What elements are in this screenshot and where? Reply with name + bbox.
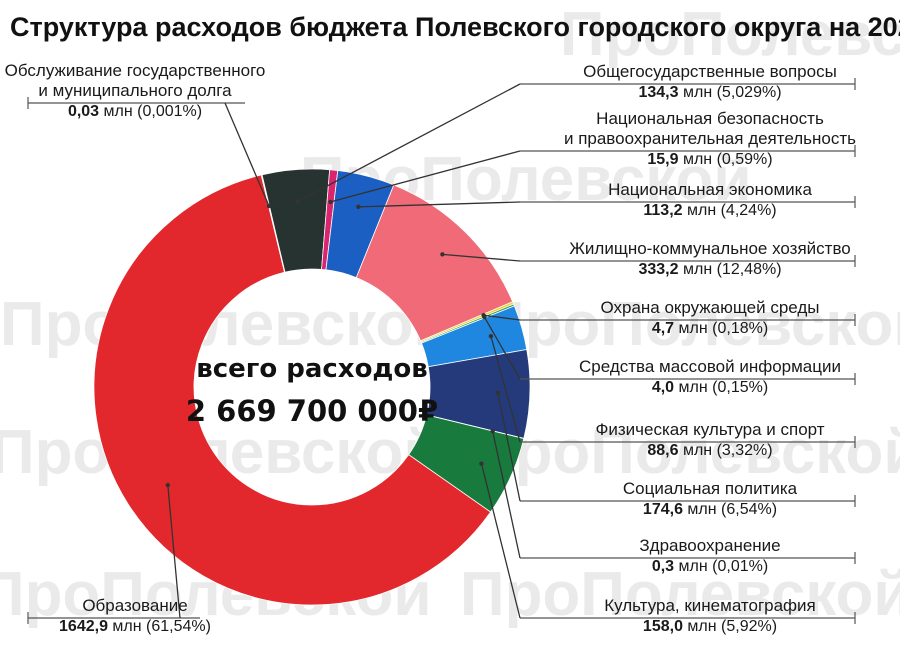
- leader-line: [442, 253, 521, 262]
- leader-dot: [488, 333, 494, 339]
- slice-name-label: Обслуживание государственного: [5, 61, 266, 80]
- slice-value-label: 134,3 млн (5,029%): [638, 84, 781, 101]
- slice-value-label: 15,9 млн (0,59%): [647, 151, 772, 168]
- center-caption: всего расходов: [196, 354, 428, 384]
- slice-name-label: Здравоохранение: [639, 536, 780, 555]
- leader-line: [297, 83, 521, 203]
- watermark-text: ПроПолевской: [480, 290, 900, 359]
- leader-lines: [27, 78, 856, 624]
- slice-name-label: Физическая культура и спорт: [595, 420, 824, 439]
- leader-dot: [482, 314, 487, 320]
- slice-value-label: 4,7 млн (0,18%): [652, 320, 768, 337]
- leader-dot: [440, 252, 445, 257]
- chart-title: Структура расходов бюджета Полевского го…: [10, 12, 900, 42]
- watermark-text: ПроПолевской: [560, 0, 900, 69]
- slice-name-label: Средства массовой информации: [579, 357, 841, 376]
- leader-line: [483, 314, 521, 321]
- donut-slice: [260, 174, 286, 273]
- leader-line: [480, 463, 521, 619]
- slice-name-label: Образование: [82, 596, 187, 615]
- leader-line: [330, 150, 521, 203]
- leader-line: [490, 335, 521, 443]
- slice-name-label: Социальная политика: [623, 479, 798, 498]
- slice-labels: Общегосударственные вопросы 134,3 млн (5,…: [5, 61, 857, 635]
- leader-dot: [266, 203, 272, 209]
- slice-name-label: Национальная безопасность: [596, 109, 824, 128]
- slice-value-label: 174,6 млн (6,54%): [643, 501, 777, 518]
- slice-name-label: и правоохранительная деятельность: [564, 129, 856, 148]
- leader-line: [492, 431, 521, 559]
- slice-value-label: 0,3 млн (0,01%): [652, 558, 768, 575]
- slice-value-label: 88,6 млн (3,32%): [647, 442, 772, 459]
- leader-line: [483, 316, 521, 380]
- leader-line: [358, 201, 521, 208]
- slice-name-label: Культура, кинематография: [604, 596, 816, 615]
- slice-name-label: Охрана окружающей среды: [600, 298, 819, 317]
- slice-name-label: и муниципального долга: [38, 81, 232, 100]
- center-total: 2 669 700 000₽: [186, 394, 438, 428]
- donut-slices: [93, 168, 531, 606]
- donut-slice: [93, 174, 492, 606]
- slice-name-label: Жилищно-коммунальное хозяйство: [569, 239, 851, 258]
- leader-dot: [356, 204, 361, 210]
- slice-value-label: 0,03 млн (0,001%): [68, 103, 202, 120]
- leader-line: [224, 102, 270, 207]
- slice-value-label: 113,2 млн (4,24%): [643, 202, 776, 219]
- leader-dot: [490, 429, 495, 434]
- slice-name-label: Общегосударственные вопросы: [583, 62, 837, 81]
- slice-value-label: 4,0 млн (0,15%): [652, 379, 768, 396]
- slice-value-label: 1642,9 млн (61,54%): [59, 618, 211, 635]
- slice-value-label: 333,2 млн (12,48%): [638, 261, 781, 278]
- leader-dot: [295, 199, 300, 204]
- slice-value-label: 158,0 млн (5,92%): [643, 618, 777, 635]
- watermark-text: ПроПолевской: [470, 418, 900, 487]
- leader-dot: [479, 461, 484, 466]
- slice-name-label: Национальная экономика: [608, 180, 812, 199]
- leader-line: [167, 485, 181, 619]
- leader-dot: [328, 199, 333, 205]
- leader-line: [497, 392, 521, 502]
- leader-dot: [165, 482, 171, 488]
- leader-dot: [495, 390, 501, 396]
